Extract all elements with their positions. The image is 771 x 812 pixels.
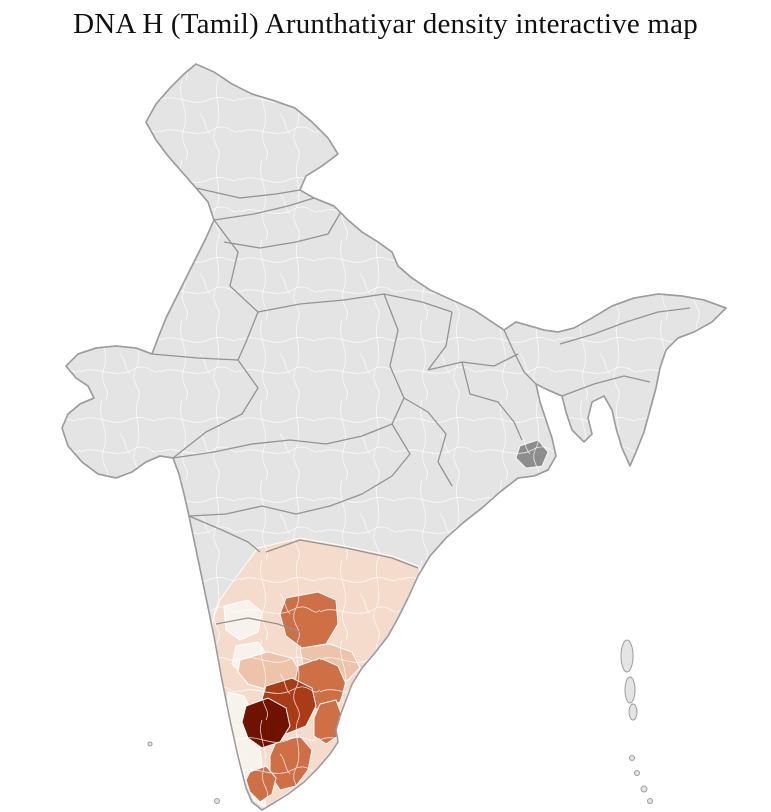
state-border-line [403,397,453,487]
andaman-island-south[interactable] [628,703,638,721]
state-border-line [383,293,405,425]
state-border-line [427,353,519,371]
state-border-line [559,307,691,345]
state-border-line [172,423,393,459]
state-border-line [223,209,343,249]
state-border-line [215,617,301,633]
state-border-line [213,197,315,221]
nicobar-island-3[interactable] [640,785,648,793]
state-border-line [188,423,411,517]
state-border-line [427,311,453,371]
state-border-line [188,515,261,553]
nicobar-island-2[interactable] [634,770,640,776]
lakshadweep-island[interactable] [147,741,153,747]
state-border-line [503,329,537,385]
state-border-line [213,219,259,361]
nicobar-island-4[interactable] [647,798,653,804]
andaman-island-middle[interactable] [624,676,636,704]
map-title: DNA H (Tamil) Arunthatiyar density inter… [73,8,698,40]
south-coast-islet[interactable] [214,798,220,804]
state-border-line [195,187,301,199]
state-border-line [257,293,453,313]
nicobar-island-1[interactable] [629,755,635,761]
andaman-island-north[interactable] [620,639,634,673]
state-border-line [151,353,239,361]
state-border-line [265,539,419,569]
state-border-line [561,375,651,397]
india-national-outline [61,63,727,811]
state-border-line [172,359,259,459]
state-borders [151,187,691,633]
state-border-line [461,361,523,441]
island-territories[interactable] [147,639,653,804]
